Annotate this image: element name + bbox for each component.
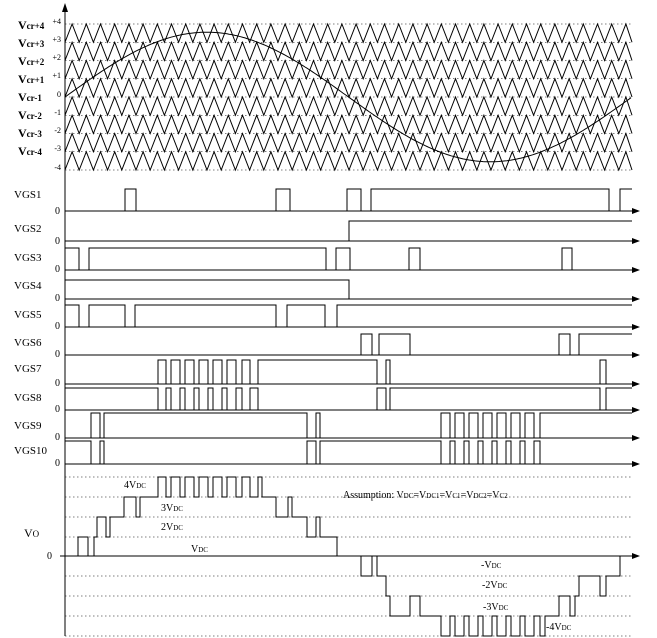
- gate-zero-label: 0: [55, 404, 60, 415]
- carrier-label-cr+1: Vcr+1: [18, 72, 45, 86]
- carrier-label-cr+3: Vcr+3: [18, 36, 45, 50]
- carrier-value: +3: [52, 35, 61, 44]
- carrier-value-group: +4 +3 +2 +1 0 -1 -2 -3 -4: [52, 17, 61, 172]
- carrier-triangle-wave: [64, 95, 633, 117]
- output-label: VO: [24, 526, 40, 540]
- gate-zero-label: 0: [55, 236, 60, 247]
- carrier-value: +1: [52, 71, 61, 80]
- carrier-triangle-wave: [64, 132, 633, 154]
- carrier-label-cr+4: Vcr+4: [18, 18, 45, 32]
- gate-label-vgs2: VGS2: [14, 223, 42, 235]
- level-label-neg-3vdc: -3VDC: [483, 602, 509, 613]
- carrier-label-cr-1: Vcr-1: [18, 90, 42, 104]
- gate-label-group: VGS1 VGS2 VGS3 VGS4 VGS5 VGS6 VGS7 VGS8 …: [14, 189, 48, 457]
- carrier-triangle-wave: [64, 150, 633, 172]
- gate-signal-waveform: [65, 247, 632, 271]
- gate-axis-arrow: [632, 296, 640, 302]
- carrier-value: +2: [52, 53, 61, 62]
- carrier-value: 0: [57, 90, 61, 99]
- gate-axis-arrow: [632, 352, 640, 358]
- gate-signal-waveform: [65, 220, 632, 242]
- carrier-triangle-wave: [64, 113, 633, 135]
- gate-signal-waveform: [65, 440, 632, 465]
- gate-axes: [65, 208, 640, 467]
- carrier-label-cr-4: Vcr-4: [18, 144, 42, 158]
- gate-axis-arrow: [632, 461, 640, 467]
- gate-label-vgs7: VGS7: [14, 363, 42, 375]
- gate-zero-group: 0 0 0 0 0 0 0 0 0 0: [55, 206, 60, 469]
- gate-zero-label: 0: [55, 432, 60, 443]
- output-voltage-panel: VO 0 4VDC 3VDC 2VDC VDC -VDC -2VDC -3VDC…: [24, 476, 640, 637]
- carrier-label-group: Vcr+4 Vcr+3 Vcr+2 Vcr+1 Vcr-1 Vcr-2 Vcr-…: [18, 18, 45, 158]
- gate-axis-arrow: [632, 381, 640, 387]
- gate-label-vgs1: VGS1: [14, 189, 42, 201]
- assumption-note: Assumption: VDC=VDC1=VC1=VDC2=VC2: [343, 490, 508, 501]
- gate-signal-waveform: [65, 387, 632, 411]
- gate-axis-arrow: [632, 208, 640, 214]
- gate-signal-waveform: [65, 359, 632, 385]
- level-label-neg-vdc: -VDC: [481, 560, 502, 571]
- carrier-triangle-wave: [64, 22, 633, 44]
- gate-zero-label: 0: [55, 378, 60, 389]
- gate-label-vgs3: VGS3: [14, 252, 42, 264]
- carrier-triangle-wave: [64, 59, 633, 81]
- carrier-triangle-wave: [64, 77, 633, 99]
- gate-zero-label: 0: [55, 349, 60, 360]
- main-vertical-axis: [62, 3, 68, 636]
- output-axis-arrow: [632, 553, 640, 559]
- gate-label-vgs5: VGS5: [14, 309, 42, 321]
- carrier-label-cr-3: Vcr-3: [18, 126, 42, 140]
- gate-label-vgs9: VGS9: [14, 420, 42, 432]
- carrier-value: -3: [54, 144, 61, 153]
- gate-zero-label: 0: [55, 458, 60, 469]
- carrier-label-cr+2: Vcr+2: [18, 54, 45, 68]
- gate-signal-waveform: [65, 412, 632, 439]
- carrier-value: +4: [52, 17, 61, 26]
- carrier-waves: [64, 22, 633, 172]
- level-label-vdc: VDC: [191, 544, 208, 555]
- gate-axis-arrow: [632, 267, 640, 273]
- carrier-value: -2: [54, 126, 61, 135]
- gate-signal-waveform: [65, 304, 632, 328]
- carrier-value: -1: [54, 108, 61, 117]
- level-label-neg-4vdc: -4VDC: [546, 622, 572, 633]
- level-label-2vdc: 2VDC: [161, 522, 183, 533]
- carrier-triangle-wave: [64, 40, 633, 62]
- gate-axis-arrow: [632, 238, 640, 244]
- gate-zero-label: 0: [55, 206, 60, 217]
- level-label-3vdc: 3VDC: [161, 503, 183, 514]
- gate-zero-label: 0: [55, 264, 60, 275]
- gate-axis-arrow: [632, 324, 640, 330]
- gate-axis-arrow: [632, 435, 640, 441]
- sine-reference-wave: [64, 31, 632, 163]
- level-label-neg-2vdc: -2VDC: [482, 580, 508, 591]
- vertical-axis-arrow: [62, 3, 68, 12]
- gate-label-vgs10: VGS10: [14, 445, 48, 457]
- level-label-4vdc: 4VDC: [124, 480, 146, 491]
- carrier-value: -4: [54, 163, 61, 172]
- gate-zero-label: 0: [55, 293, 60, 304]
- output-voltage-waveform: [65, 476, 632, 637]
- gate-zero-label: 0: [55, 321, 60, 332]
- gate-label-vgs4: VGS4: [14, 280, 42, 292]
- carrier-panel: Vcr+4 Vcr+3 Vcr+2 Vcr+1 Vcr-1 Vcr-2 Vcr-…: [18, 17, 633, 172]
- carrier-label-cr-2: Vcr-2: [18, 108, 42, 122]
- gate-signal-waveform: [65, 279, 632, 300]
- gate-waveforms: [65, 188, 632, 465]
- gate-label-vgs8: VGS8: [14, 392, 42, 404]
- gate-signal-waveform: [65, 188, 632, 212]
- gate-signal-panel: VGS1 VGS2 VGS3 VGS4 VGS5 VGS6 VGS7 VGS8 …: [14, 188, 640, 469]
- gate-signal-waveform: [65, 333, 632, 356]
- carrier-grid: [65, 23, 632, 171]
- output-zero-label: 0: [47, 551, 52, 562]
- gate-axis-arrow: [632, 407, 640, 413]
- gate-label-vgs6: VGS6: [14, 337, 42, 349]
